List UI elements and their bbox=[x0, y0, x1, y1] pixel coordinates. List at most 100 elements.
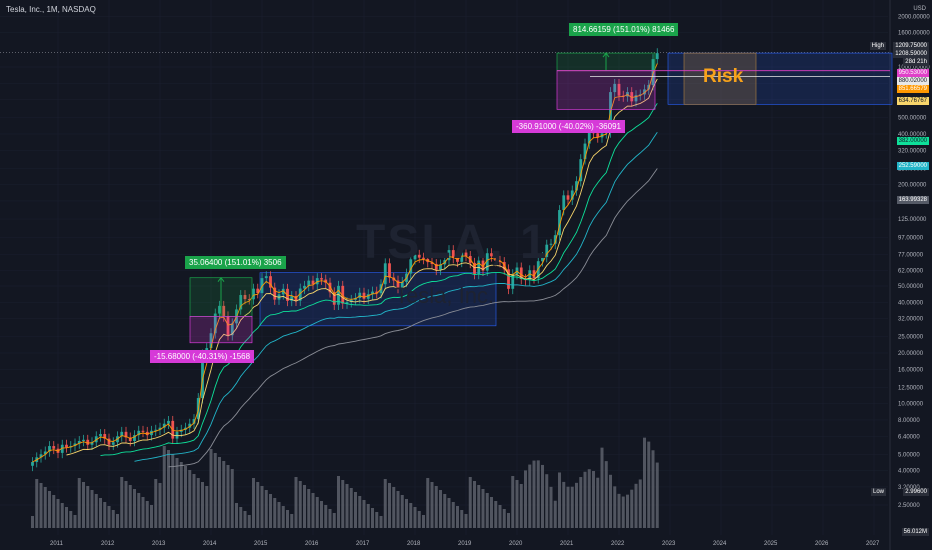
volume-bar bbox=[515, 480, 519, 528]
candle-body bbox=[371, 291, 374, 295]
candle-body bbox=[52, 446, 56, 449]
y-tick-label: 400.00000 bbox=[898, 132, 927, 138]
volume-bar bbox=[511, 476, 515, 528]
volume-bar bbox=[52, 495, 56, 528]
candle-body bbox=[264, 276, 268, 279]
volume-bar bbox=[464, 514, 468, 528]
volume-bar bbox=[638, 479, 642, 528]
x-tick-label: 2027 bbox=[866, 541, 880, 547]
volume-bar bbox=[252, 478, 255, 528]
y-tick-label: 77.00000 bbox=[898, 252, 924, 258]
volume-bar bbox=[162, 446, 166, 528]
volume-bar bbox=[31, 516, 34, 528]
candle-body bbox=[634, 95, 638, 102]
x-tick-label: 2024 bbox=[713, 541, 727, 547]
candle-body bbox=[345, 302, 349, 304]
volume-bar bbox=[260, 486, 264, 528]
candle-body bbox=[536, 261, 540, 279]
y-tick-label: 2.50000 bbox=[898, 503, 920, 509]
candle-body bbox=[434, 263, 438, 270]
candle-body bbox=[188, 423, 192, 428]
candle-body bbox=[413, 254, 417, 260]
candle-body bbox=[358, 292, 362, 299]
candle-body bbox=[82, 439, 85, 441]
volume-bar bbox=[536, 460, 540, 528]
volume-bar bbox=[362, 500, 366, 528]
candle-body bbox=[201, 354, 204, 399]
mid-loss-box bbox=[189, 316, 253, 344]
volume-bar bbox=[111, 510, 115, 528]
volume-bar bbox=[494, 501, 498, 528]
volume-bar bbox=[239, 507, 243, 528]
candle-body bbox=[498, 260, 502, 263]
candle-body bbox=[464, 252, 468, 256]
volume-bar bbox=[286, 510, 289, 528]
volume-bar bbox=[562, 481, 566, 528]
y-tick-label: 62.00000 bbox=[898, 268, 924, 274]
volume-bar bbox=[358, 496, 362, 528]
volume-bar bbox=[332, 513, 336, 528]
volume-bar bbox=[587, 469, 591, 528]
volume-bar bbox=[647, 441, 651, 528]
y-tick-label: 20.00000 bbox=[898, 351, 924, 357]
volume-bar bbox=[392, 487, 396, 528]
volume-bar bbox=[213, 453, 217, 528]
y-tick-label: 2000.00000 bbox=[898, 14, 930, 20]
volume-bar bbox=[124, 481, 128, 528]
volume-bar bbox=[341, 480, 345, 528]
y-tick-label: 16.00000 bbox=[898, 367, 924, 373]
volume-bar bbox=[366, 504, 370, 528]
volume-bar bbox=[86, 486, 90, 528]
y-tick-label: 32.00000 bbox=[898, 317, 924, 323]
candle-body bbox=[311, 280, 315, 285]
candle-body bbox=[230, 323, 234, 336]
y-tick-label: 40.00000 bbox=[898, 300, 924, 306]
volume-bar bbox=[205, 486, 209, 528]
candle-body bbox=[456, 258, 459, 262]
candle-body bbox=[141, 430, 145, 432]
candle-body bbox=[562, 195, 566, 211]
volume-bar bbox=[655, 462, 659, 528]
candle-body bbox=[167, 420, 170, 424]
volume-bar bbox=[422, 515, 425, 528]
high-tag: High bbox=[869, 42, 886, 50]
volume-bar bbox=[575, 482, 578, 528]
volume-bar bbox=[39, 483, 43, 528]
candle-body bbox=[630, 92, 634, 102]
x-tick-label: 2013 bbox=[152, 541, 166, 547]
current-value: 1208.59000 bbox=[893, 50, 929, 58]
candle-body bbox=[485, 253, 489, 271]
volume-bar bbox=[417, 511, 421, 528]
volume-bar bbox=[383, 479, 387, 528]
volume-bar bbox=[192, 474, 196, 528]
volume-bar bbox=[604, 461, 608, 528]
volume-bar bbox=[502, 509, 506, 528]
candle-body bbox=[256, 288, 260, 294]
volume-bar bbox=[150, 505, 153, 528]
volume-bar bbox=[167, 450, 170, 528]
candle-body bbox=[460, 252, 464, 262]
volume-bar bbox=[613, 486, 617, 528]
volume-bar bbox=[507, 513, 510, 528]
volume-bar bbox=[413, 507, 417, 528]
y-tick-label: 5.00000 bbox=[898, 452, 920, 458]
volume-bar bbox=[209, 449, 213, 528]
volume-bar bbox=[116, 514, 119, 528]
x-tick-label: 2017 bbox=[356, 541, 370, 547]
volume-bar bbox=[107, 506, 111, 528]
ema-line-50 bbox=[100, 103, 658, 457]
candle-body bbox=[260, 278, 264, 294]
ema-line-10 bbox=[32, 63, 658, 463]
candle-body bbox=[298, 288, 302, 301]
candle-body bbox=[549, 243, 553, 245]
volume-bar bbox=[405, 499, 408, 528]
candle-body bbox=[651, 59, 655, 86]
volume-bar bbox=[154, 479, 158, 528]
candle-body bbox=[400, 281, 404, 288]
volume-bar bbox=[626, 494, 629, 528]
volume-bar bbox=[592, 471, 595, 528]
orange-ema-level: 851.66579 bbox=[896, 85, 929, 93]
candle-body bbox=[388, 263, 391, 278]
volume-bar bbox=[558, 472, 561, 528]
